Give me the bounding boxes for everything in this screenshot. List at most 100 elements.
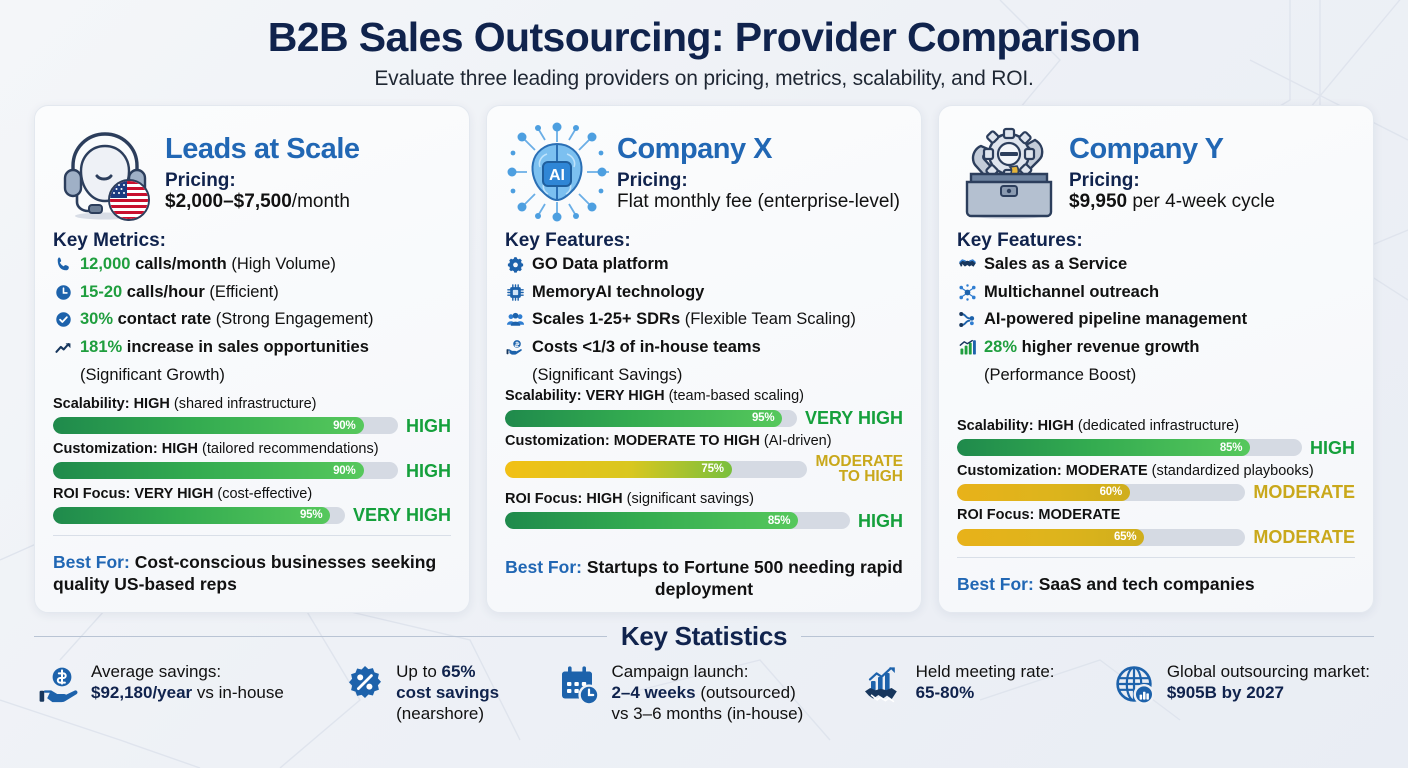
- meter-label: Customization: MODERATE: [957, 462, 1148, 479]
- feature-item: 12,000 calls/month (High Volume): [53, 254, 451, 280]
- feature-text: Costs <1/3 of in-house teams: [532, 338, 761, 357]
- feature-text: MemoryAI technology: [532, 282, 705, 301]
- page-title: B2B Sales Outsourcing: Provider Comparis…: [267, 14, 1141, 60]
- pricing-unit: /month: [291, 191, 350, 213]
- stat-line2-value: 2–4 weeks: [611, 682, 696, 702]
- feature-metric-value: 30%: [80, 310, 114, 329]
- toolbox-gear-wrench-icon: [957, 120, 1061, 224]
- features-sub-note: (Performance Boost): [984, 365, 1137, 384]
- meter-label: ROI Focus: VERY HIGH: [53, 485, 214, 502]
- meter-rating: HIGH: [858, 510, 903, 531]
- feature-item: 30% contact rate (Strong Engagement): [53, 309, 451, 335]
- provider-name: Company X: [617, 133, 773, 166]
- key-statistics-header: Key Statistics: [34, 621, 1375, 652]
- meter-percent: 75%: [701, 463, 724, 476]
- meter-caption: ROI Focus: MODERATE: [957, 506, 1355, 525]
- meter-note: (dedicated infrastructure): [1077, 417, 1240, 434]
- feature-item: 15-20 calls/hour (Efficient): [53, 282, 451, 308]
- key-statistics-title: Key Statistics: [620, 621, 788, 652]
- meter-caption: ROI Focus: VERY HIGH (cost-effective): [53, 485, 451, 504]
- percent-badge-icon: [343, 664, 387, 708]
- stat-line2-note: (outsourced): [695, 682, 796, 702]
- pricing-label: Pricing:: [1069, 169, 1140, 191]
- stat-line1-label: Up to: [396, 662, 442, 682]
- meter-percent: 95%: [299, 509, 323, 522]
- features-sub-note: (Significant Growth): [80, 365, 225, 384]
- pricing-amount: $2,000–$7,500: [165, 191, 292, 213]
- meter-label: Customization: MODERATE TO HIGH: [505, 433, 760, 450]
- meter-rating: HIGH: [1310, 437, 1355, 458]
- feature-text: Scales 1-25+ SDRs: [532, 310, 681, 329]
- pricing-value: $2,000–$7,500/month: [165, 191, 360, 214]
- features-title: Key Features:: [505, 230, 631, 252]
- meter-track: 85%: [505, 512, 850, 530]
- features-sub-note: (Significant Savings): [532, 365, 683, 384]
- meter-percent: 90%: [333, 419, 356, 432]
- stat-line3: vs 3–6 months (in-house): [611, 703, 804, 723]
- meter: Customization: HIGH (tailored recommenda…: [53, 440, 451, 480]
- best-for-text: Startups to Fortune 500 needing rapid de…: [586, 556, 903, 599]
- meter-percent: 85%: [1219, 441, 1243, 454]
- key-statistics-list: Average savings: $92,180/year vs in-hous…: [34, 652, 1374, 724]
- pricing-unit: Flat monthly fee (enterprise-level): [617, 191, 900, 213]
- provider-card: Company Y Pricing: $9,950 per 4-week cyc…: [938, 105, 1374, 614]
- stat-line2: 2–4 weeks (outsourced): [611, 683, 803, 704]
- divider-left: [34, 636, 607, 638]
- meter-caption: Customization: MODERATE TO HIGH (AI-driv…: [505, 432, 903, 451]
- calendar-clock-icon: [558, 664, 602, 708]
- stat-line1-label: Global outsourcing market:: [1166, 662, 1370, 682]
- meter-label: ROI Focus: HIGH: [505, 490, 623, 507]
- best-for: Best For: Cost-conscious businesses seek…: [53, 552, 451, 596]
- meter-rating: HIGH: [406, 415, 451, 436]
- best-for-text: SaaS and tech companies: [1038, 574, 1255, 595]
- meter: ROI Focus: HIGH (significant savings) 85…: [505, 490, 903, 530]
- features-title: Key Features:: [957, 230, 1083, 252]
- provider-name: Leads at Scale: [165, 133, 360, 166]
- statistic-item: Average savings: $92,180/year vs in-hous…: [38, 662, 284, 708]
- meter-fill: 90%: [53, 462, 364, 480]
- meter-track: 95%: [53, 506, 345, 524]
- feature-text: contact rate: [117, 310, 212, 329]
- meter: Customization: MODERATE TO HIGH (AI-driv…: [505, 432, 903, 485]
- best-for-label: Best For:: [957, 574, 1034, 595]
- feature-text: Multichannel outreach: [984, 282, 1160, 301]
- meter-percent: 60%: [1099, 486, 1123, 499]
- meter-fill: 85%: [505, 512, 799, 530]
- feature-note: (High Volume): [231, 255, 336, 274]
- meter-caption: Customization: MODERATE (standardized pl…: [957, 462, 1355, 481]
- meter-track: 65%: [957, 528, 1246, 546]
- ratings: Scalability: HIGH (shared infrastructure…: [53, 393, 451, 530]
- features-list: 12,000 calls/month (High Volume) 15-20 c…: [53, 254, 451, 365]
- stat-line1-label: Average savings:: [91, 662, 222, 682]
- handshake-icon: [957, 254, 977, 280]
- feature-item: AI-powered pipeline management: [957, 309, 1355, 335]
- meter-label: Scalability: HIGH: [957, 417, 1074, 434]
- stat-line2-value: $905B by 2027: [1166, 682, 1285, 702]
- footer: Key Statistics Average savings: $92,180/…: [0, 613, 1408, 724]
- meter: Scalability: HIGH (dedicated infrastruct…: [957, 417, 1355, 457]
- meter-rating: HIGH: [406, 460, 451, 481]
- stat-line1: Held meeting rate:: [916, 662, 1055, 683]
- pipeline-icon: [957, 309, 977, 335]
- meter-percent: 95%: [751, 412, 775, 425]
- meter-label: Scalability: HIGH: [53, 395, 170, 412]
- card-header: AI Company X Pricing: Flat monthly fee (…: [505, 120, 903, 224]
- meter-rating: VERY HIGH: [352, 505, 451, 526]
- pricing-amount: $9,950: [1069, 191, 1128, 213]
- statistic-item: Up to 65% cost savings (nearshore): [343, 662, 499, 724]
- stat-line2: cost savings: [396, 683, 499, 704]
- feature-text: higher revenue growth: [1021, 338, 1200, 357]
- meter-note: (significant savings): [626, 490, 754, 507]
- stat-line1: Campaign launch:: [611, 662, 803, 683]
- meter-note: (shared infrastructure): [173, 395, 317, 412]
- meter-fill: 75%: [505, 460, 732, 478]
- pricing-label: Pricing:: [617, 169, 688, 191]
- meter: Scalability: VERY HIGH (team-based scali…: [505, 387, 903, 427]
- feature-item: Costs <1/3 of in-house teams: [505, 337, 903, 363]
- meter-track: 90%: [53, 417, 398, 435]
- pricing-value: Flat monthly fee (enterprise-level): [617, 191, 900, 214]
- card-header: Leads at Scale Pricing: $2,000–$7,500/mo…: [53, 120, 451, 224]
- meter-caption: Customization: HIGH (tailored recommenda…: [53, 440, 451, 459]
- statistic-item: Global outsourcing market: $905B by 2027: [1114, 662, 1370, 708]
